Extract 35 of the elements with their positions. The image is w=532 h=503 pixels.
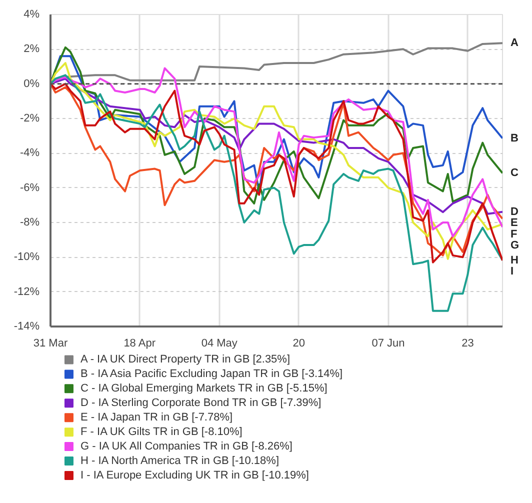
legend-label: E - IA Japan TR in GB [-7.78%] — [80, 412, 233, 424]
y-tick-label: 4% — [24, 8, 40, 20]
legend-label: F - IA UK Gilts TR in GB [-8.10%] — [80, 426, 242, 438]
text: D — [510, 206, 518, 218]
x-tick-label: 07 Jun — [372, 338, 405, 350]
x-tick-label: 04 May — [201, 338, 238, 350]
y-tick-label: -10% — [14, 251, 40, 264]
y-tick-label: -8% — [20, 216, 40, 228]
legend-label: D - IA Sterling Corporate Bond TR in GB [-7.39%] — [80, 397, 322, 410]
legend-label: H - IA North America TR in GB [-10.18%] — [80, 455, 280, 468]
text: E — [510, 217, 518, 230]
legend-label: B - IA Asia Pacific Excluding Japan TR in GB [-3.14%] — [80, 368, 343, 380]
legend-label: G - IA UK All Companies TR in GB [-8.26%] — [80, 440, 292, 453]
text: C — [510, 167, 518, 180]
text: A — [510, 37, 518, 50]
y-tick-label: 2% — [24, 43, 40, 56]
y-tick-label: -14% — [14, 320, 40, 332]
text: H — [510, 254, 518, 266]
x-tick-label: 20 — [292, 338, 305, 350]
text: I — [510, 266, 514, 278]
y-tick-label: -4% — [20, 147, 40, 160]
x-tick-label: 23 — [462, 338, 474, 350]
line-series — [50, 74, 502, 312]
y-tick-label: -6% — [20, 182, 40, 194]
text: B — [510, 132, 518, 144]
legend-label: A - IA UK Direct Property TR in GB [2.35%] — [80, 354, 290, 366]
text: F — [510, 228, 518, 240]
x-tick-label: 18 Apr — [124, 338, 156, 350]
legend-label: I - IA Europe Excluding UK TR in GB [-10.19%] — [80, 469, 309, 482]
legend-label: C - IA Global Emerging Markets TR in GB [-5.15%] — [80, 382, 328, 395]
text: G — [510, 240, 520, 252]
y-tick-label: -12% — [14, 286, 40, 298]
y-tick-label: 0% — [24, 78, 40, 90]
y-tick-label: -2% — [20, 112, 40, 124]
x-tick-label: 31 Mar — [33, 338, 68, 350]
